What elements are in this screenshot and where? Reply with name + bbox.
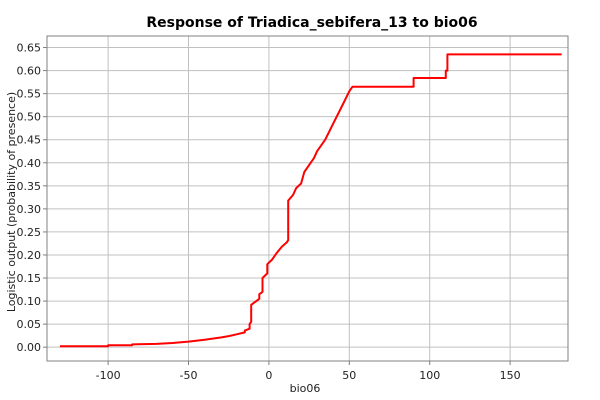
x-tick-label: -100 bbox=[96, 369, 121, 382]
x-tick-label: 50 bbox=[342, 369, 356, 382]
y-tick-label: 0.30 bbox=[17, 203, 42, 216]
y-tick-label: 0.10 bbox=[17, 295, 42, 308]
y-tick-label: 0.55 bbox=[17, 88, 42, 101]
x-tick-label: 0 bbox=[265, 369, 272, 382]
y-tick-label: 0.35 bbox=[17, 180, 42, 193]
gridlines bbox=[47, 36, 568, 361]
response-curve bbox=[59, 53, 562, 348]
x-axis: -100 -50 0 50 100 150 bbox=[96, 361, 521, 382]
series-group bbox=[59, 53, 562, 348]
chart-title: Response of Triadica_sebifera_13 to bio0… bbox=[146, 15, 477, 31]
plot-area bbox=[46, 35, 569, 362]
x-tick-label: 100 bbox=[419, 369, 440, 382]
y-tick-label: 0.65 bbox=[17, 42, 42, 55]
y-tick-label: 0.40 bbox=[17, 157, 42, 170]
x-axis-label: bio06 bbox=[290, 382, 321, 395]
y-tick-label: 0.45 bbox=[17, 134, 42, 147]
y-tick-label: 0.50 bbox=[17, 111, 42, 124]
y-axis-label: Logistic output (probability of presence… bbox=[5, 92, 18, 312]
y-tick-label: 0.60 bbox=[17, 65, 42, 78]
y-tick-label: 0.05 bbox=[17, 318, 42, 331]
y-tick-label: 0.20 bbox=[17, 249, 42, 262]
y-tick-label: 0.00 bbox=[17, 341, 42, 354]
x-tick-label: -50 bbox=[180, 369, 198, 382]
x-tick-label: 150 bbox=[500, 369, 521, 382]
y-axis: 0.00 0.05 0.10 0.15 0.20 0.25 0.30 0.35 0.40 0.45… bbox=[17, 42, 47, 354]
y-tick-label: 0.25 bbox=[17, 226, 42, 239]
y-tick-label: 0.15 bbox=[17, 272, 42, 285]
